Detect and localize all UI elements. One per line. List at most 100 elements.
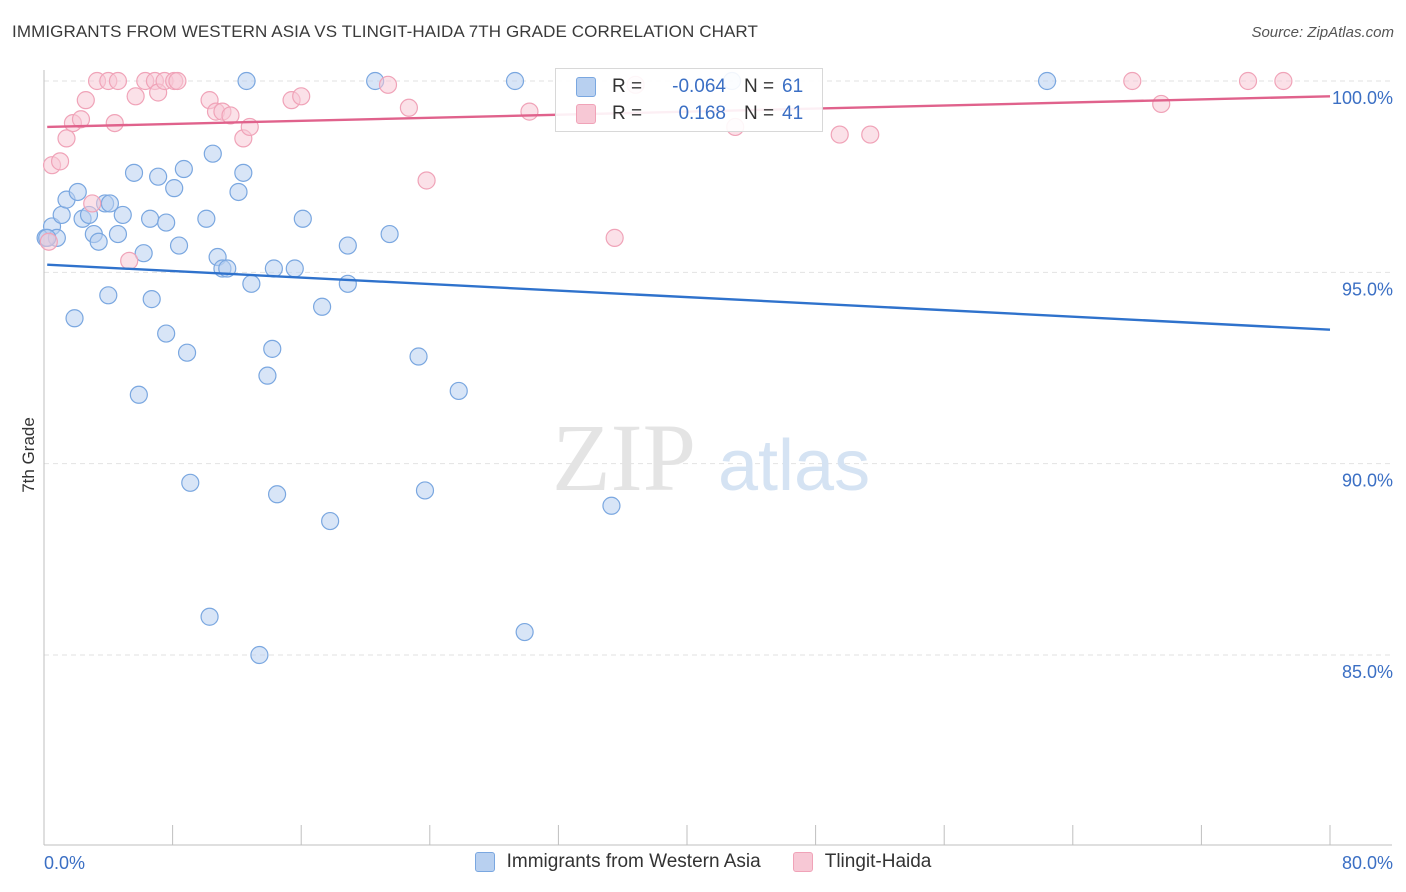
legend-n-label: N = (744, 76, 775, 97)
y-tick-label: 100.0% (1332, 88, 1393, 108)
point-western-asia (157, 324, 176, 343)
series-legend-item-western-asia[interactable]: Immigrants from Western Asia (474, 851, 761, 873)
legend-n-value: 61 (782, 76, 804, 97)
point-western-asia (174, 159, 193, 179)
point-western-asia (52, 205, 71, 225)
point-western-asia (258, 366, 277, 385)
point-western-asia (142, 290, 161, 309)
source-credit: Source: ZipAtlas.com (1251, 24, 1394, 41)
data-points (36, 71, 1293, 665)
legend-r-value: 0.168 (678, 103, 726, 124)
x-tick-label: 0.0% (44, 853, 85, 873)
point-tlingit-haida (861, 125, 880, 144)
point-tlingit-haida (168, 71, 187, 91)
point-western-asia (99, 286, 118, 305)
chart-title: IMMIGRANTS FROM WESTERN ASIA VS TLINGIT-… (12, 22, 758, 41)
point-western-asia (380, 224, 399, 244)
point-western-asia (169, 236, 189, 255)
point-western-asia (250, 645, 269, 665)
series-legend: Immigrants from Western Asia Tlingit-Hai… (0, 851, 1406, 873)
point-tlingit-haida (57, 129, 76, 148)
tick-labels: 85.0% 90.0% 95.0% 100.0% 0.0% 80.0% (44, 88, 1393, 873)
point-western-asia (203, 144, 222, 163)
point-tlingit-haida (83, 194, 102, 213)
point-western-asia (100, 194, 120, 213)
point-tlingit-haida (1152, 94, 1171, 114)
axes (43, 70, 1392, 846)
point-western-asia (242, 274, 261, 293)
point-tlingit-haida (292, 87, 311, 106)
point-tlingit-haida (399, 98, 419, 117)
point-tlingit-haida (520, 102, 539, 121)
point-western-asia (515, 622, 534, 642)
point-tlingit-haida (830, 125, 849, 144)
point-tlingit-haida (221, 106, 240, 125)
point-tlingit-haida (1123, 71, 1142, 91)
point-tlingit-haida (108, 71, 128, 91)
point-western-asia (409, 347, 428, 366)
point-tlingit-haida (605, 228, 624, 247)
point-western-asia (267, 485, 287, 504)
point-tlingit-haida (378, 75, 398, 94)
watermark-atlas: atlas (718, 426, 870, 506)
trend-line-western-asia (47, 263, 1331, 331)
point-western-asia (177, 343, 197, 362)
point-western-asia (157, 213, 176, 232)
point-western-asia (263, 339, 282, 358)
point-western-asia (449, 381, 468, 401)
point-tlingit-haida (417, 171, 436, 190)
point-western-asia (129, 385, 148, 404)
point-western-asia (505, 71, 525, 91)
series-legend-label: Tlingit-Haida (824, 851, 932, 872)
point-western-asia (140, 209, 160, 228)
legend-row-western-asia: R = -0.064 N = 61 (576, 74, 803, 100)
y-tick-label: 90.0% (1342, 471, 1393, 491)
point-western-asia (149, 167, 168, 186)
legend-swatch-tlingit-haida (576, 104, 596, 124)
point-western-asia (602, 496, 621, 515)
point-tlingit-haida (76, 91, 95, 110)
legend-swatch-western-asia (576, 77, 596, 97)
point-western-asia (1037, 71, 1057, 91)
point-tlingit-haida (126, 87, 145, 106)
point-western-asia (113, 205, 132, 225)
point-tlingit-haida (39, 232, 58, 251)
point-western-asia (89, 232, 108, 251)
series-legend-item-tlingit-haida[interactable]: Tlingit-Haida (792, 851, 932, 873)
point-tlingit-haida (105, 113, 124, 133)
point-western-asia (234, 163, 253, 182)
y-axis-label: 7th Grade (19, 417, 38, 493)
point-western-asia (264, 259, 283, 278)
legend-n-value: 41 (782, 103, 804, 124)
point-western-asia (65, 309, 84, 328)
series-swatch-western-asia (474, 852, 495, 872)
series-legend-label: Immigrants from Western Asia (506, 851, 761, 872)
point-western-asia (124, 163, 144, 182)
point-western-asia (338, 274, 357, 293)
point-western-asia (108, 224, 128, 244)
legend-r-value: -0.064 (672, 76, 726, 97)
point-western-asia (321, 511, 340, 531)
point-western-asia (237, 71, 256, 91)
point-tlingit-haida (1274, 71, 1293, 91)
point-western-asia (229, 182, 248, 202)
point-western-asia (338, 236, 357, 255)
y-tick-label: 95.0% (1342, 279, 1393, 299)
legend-n-label: N = (744, 103, 775, 124)
legend-r-label: R = (612, 76, 643, 97)
point-tlingit-haida (71, 110, 91, 129)
point-western-asia (285, 259, 304, 278)
point-western-asia (134, 244, 153, 263)
legend-row-tlingit-haida: R = 0.168 N = 41 (576, 101, 803, 127)
point-western-asia (415, 481, 435, 500)
stats-legend: R = -0.064 N = 61 R = 0.168 N = 41 (555, 68, 823, 132)
y-tick-label: 85.0% (1342, 662, 1393, 682)
series-swatch-tlingit-haida (792, 852, 813, 872)
point-western-asia (200, 607, 219, 626)
legend-r-label: R = (612, 103, 643, 124)
point-western-asia (181, 473, 200, 492)
point-western-asia (197, 209, 216, 228)
point-western-asia (68, 182, 87, 202)
point-western-asia (293, 209, 312, 228)
